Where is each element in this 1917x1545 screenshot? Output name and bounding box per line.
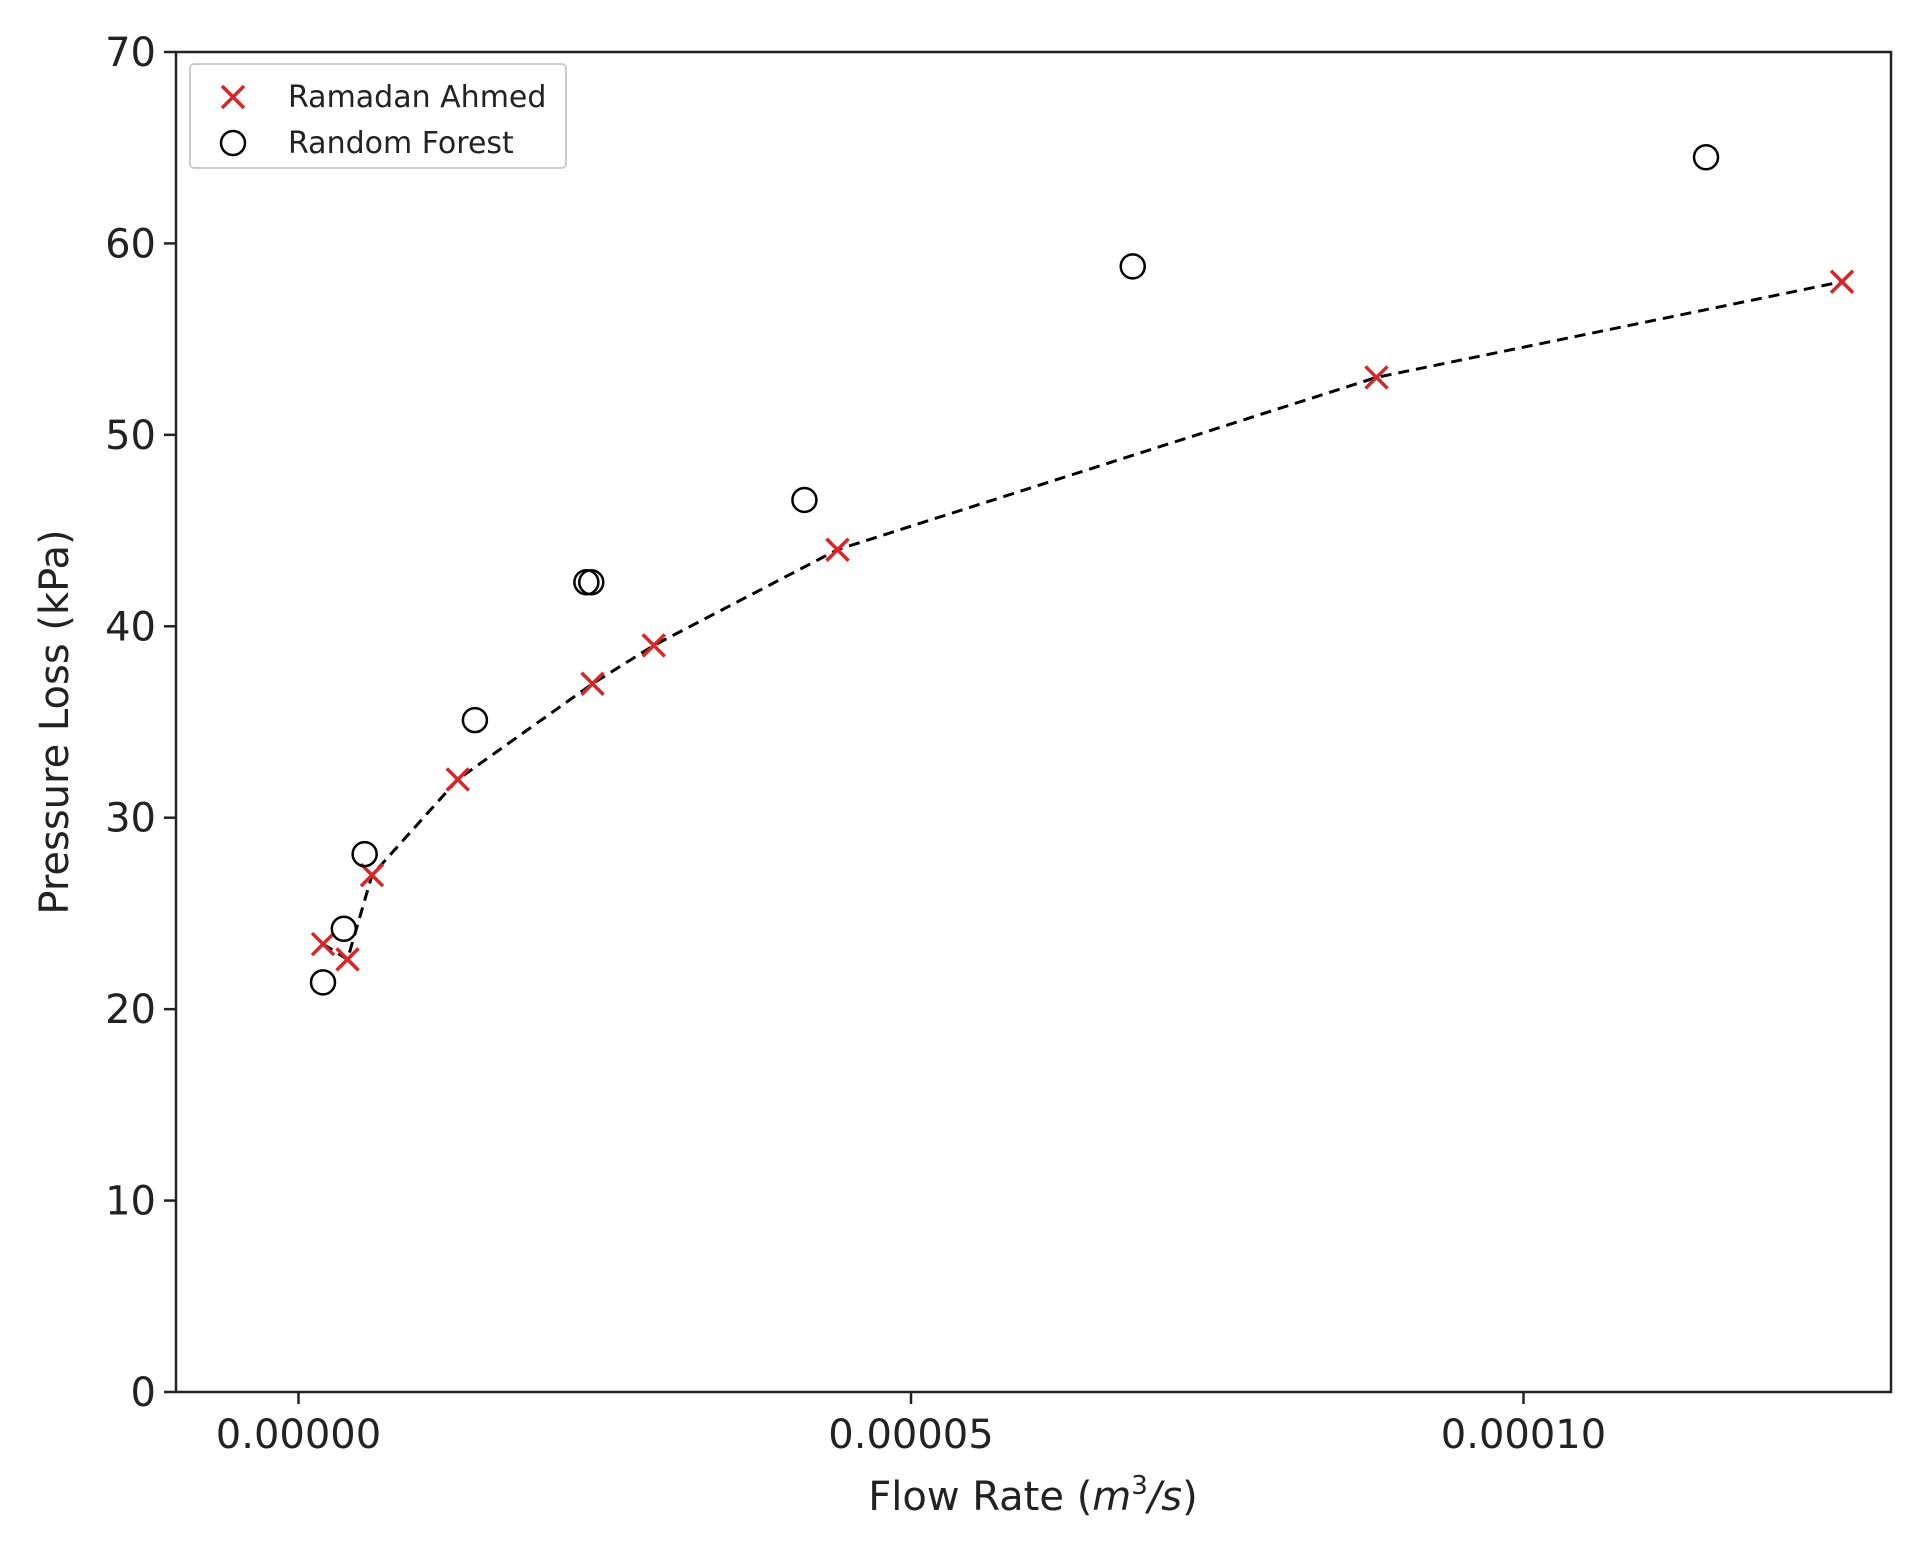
y-axis-label: Pressure Loss (kPa) [32,529,78,914]
data-points [309,144,1855,996]
ramadan-ahmed-point [359,862,385,888]
x-axis-ticks: 0.00000 0.00005 0.00010 [216,1392,1606,1458]
x-axis-label: Flow Rate (m3/s) [868,1471,1198,1520]
random-forest-point [1119,253,1146,280]
legend: Ramadan Ahmed Random Forest [189,63,567,169]
y-tick-label: 10 [105,1179,156,1225]
y-tick-label: 0 [131,1370,156,1416]
y-axis-ticks: 0 10 20 30 40 50 60 70 [105,30,176,1416]
ramadan-ahmed-point [825,537,850,562]
ramadan-ahmed-point [310,931,336,957]
random-forest-point [330,915,358,942]
legend-box [189,63,567,169]
legend-marker-circle-icon [219,129,247,157]
legend-label-ramadan-ahmed: Ramadan Ahmed [288,80,546,115]
ramadan-ahmed-point [445,767,470,792]
y-tick-label: 30 [105,796,156,842]
x-tick-label: 0.00005 [828,1412,993,1458]
random-forest-point [461,706,489,734]
random-forest-point [351,840,378,868]
y-tick-label: 40 [105,604,156,650]
y-tick-label: 50 [105,413,156,459]
plot-frame [174,50,1893,1394]
random-forest-point [791,486,818,514]
ramadan-ahmed-point [1829,269,1855,294]
random-forest-point [578,569,605,596]
ramadan-ahmed-point [641,633,666,658]
ramadan-ahmed-point [335,947,360,972]
x-tick-label: 0.00010 [1441,1412,1606,1458]
ramadan-ahmed-point [1364,365,1389,390]
random-forest-point [1692,144,1720,171]
y-tick-label: 20 [105,987,156,1033]
ramadan-ahmed-point [580,671,605,696]
legend-label-random-forest: Random Forest [288,126,514,161]
random-forest-point [309,969,337,996]
y-tick-label: 70 [105,30,156,76]
y-tick-label: 60 [105,221,156,267]
legend-marker-x-icon [220,84,246,110]
x-tick-label: 0.00000 [216,1412,381,1458]
